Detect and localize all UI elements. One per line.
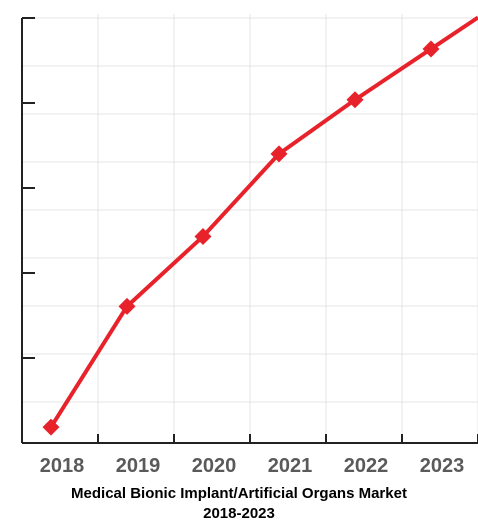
x-tick-labels: 2018 2019 2020 2021 2022 2023 <box>40 455 465 477</box>
data-point-2022 <box>346 91 364 109</box>
data-point-2019 <box>118 297 136 315</box>
y-ticks <box>22 17 478 444</box>
data-markers <box>42 40 440 436</box>
series-line <box>49 15 478 429</box>
chart-title-line-1: Medical Bionic Implant/Artificial Organs… <box>71 485 407 502</box>
x-tick-label: 2020 <box>192 455 237 477</box>
x-tick-label: 2018 <box>40 455 85 477</box>
chart-title: Medical Bionic Implant/Artificial Organs… <box>0 484 478 524</box>
data-point-2020 <box>194 227 212 245</box>
data-point-2018 <box>42 418 60 436</box>
x-tick-label: 2021 <box>268 455 313 477</box>
series-polyline <box>49 15 478 429</box>
x-tick-label: 2019 <box>116 455 161 477</box>
line-chart: 2018 2019 2020 2021 2022 2023 <box>21 14 478 477</box>
x-tick-label: 2023 <box>420 455 465 477</box>
data-point-2023 <box>422 40 440 58</box>
chart-title-line-2: 2018-2023 <box>203 505 275 522</box>
grid <box>22 14 478 443</box>
x-tick-label: 2022 <box>344 455 389 477</box>
data-point-2021 <box>270 145 288 163</box>
